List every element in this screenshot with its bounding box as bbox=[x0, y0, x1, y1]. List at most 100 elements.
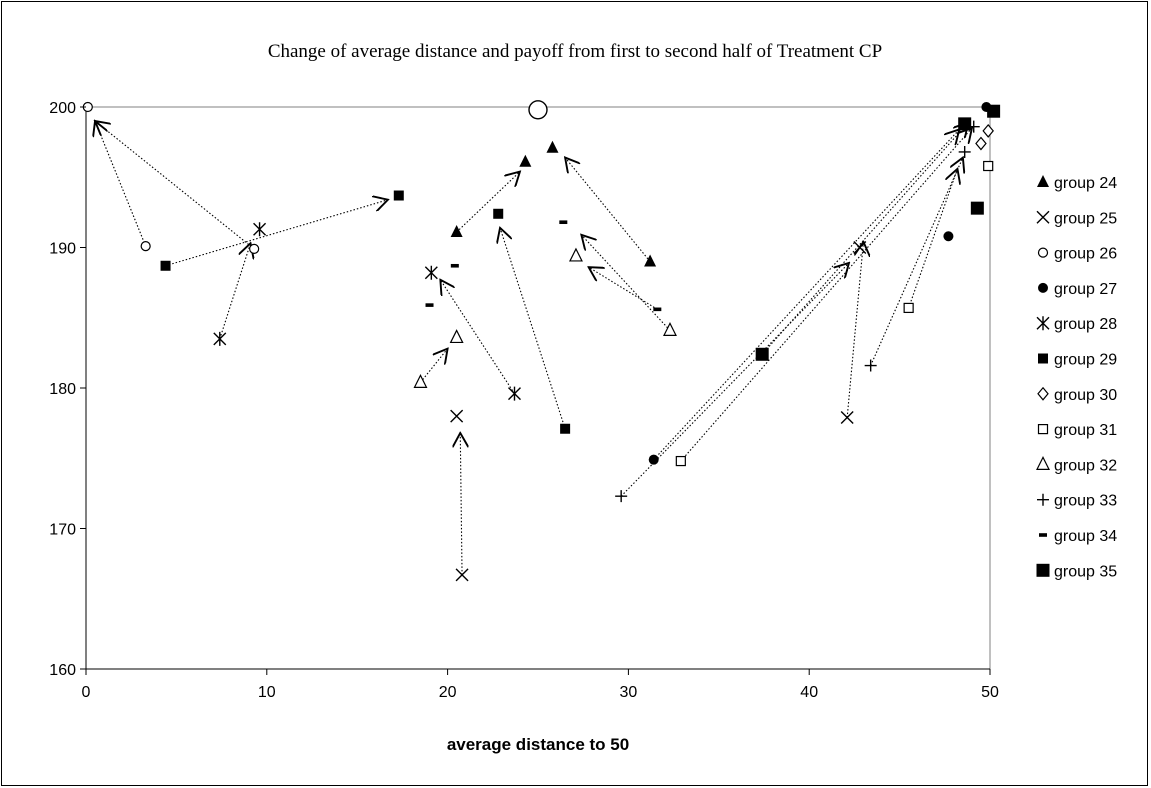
data-point-group-33 bbox=[864, 359, 877, 372]
data-point-group-26 bbox=[249, 243, 260, 255]
data-point-group-31 bbox=[675, 455, 686, 467]
legend-symbol bbox=[1036, 210, 1050, 224]
data-point-group-24 bbox=[519, 154, 532, 167]
data-point-group-34 bbox=[425, 303, 434, 307]
change-arrow bbox=[680, 128, 972, 462]
legend-item: group 29 bbox=[1038, 352, 1117, 369]
data-point-group-29 bbox=[493, 208, 504, 219]
data-point-group-30 bbox=[982, 123, 994, 138]
legend-label: group 34 bbox=[1054, 528, 1117, 545]
legend-label: group 33 bbox=[1054, 493, 1117, 510]
y-tick-label: 200 bbox=[49, 100, 76, 117]
data-point-group-33 bbox=[958, 145, 971, 158]
y-tick-label: 160 bbox=[49, 662, 76, 679]
legend-label: group 27 bbox=[1054, 281, 1117, 298]
data-point-group-35 bbox=[958, 117, 972, 131]
arrows-layer bbox=[95, 121, 972, 575]
data-point-group-32 bbox=[413, 374, 428, 388]
data-point-group-29 bbox=[160, 260, 171, 271]
points-layer bbox=[82, 100, 1001, 582]
plot-area bbox=[85, 106, 991, 670]
legend-item: group 27 bbox=[1038, 281, 1117, 298]
change-arrow bbox=[908, 169, 958, 309]
data-point-group-30 bbox=[975, 136, 987, 151]
legend-item: group 34 bbox=[1039, 528, 1117, 545]
change-arrow bbox=[420, 349, 447, 383]
y-tick-label: 190 bbox=[49, 241, 76, 258]
data-point-group-29 bbox=[560, 423, 571, 434]
legend-item: group 30 bbox=[1037, 386, 1117, 404]
data-point-group-35 bbox=[970, 201, 984, 215]
legend-label: group 32 bbox=[1054, 457, 1117, 474]
legend-symbol bbox=[1037, 424, 1049, 435]
change-arrow bbox=[219, 243, 251, 339]
legend-label: group 25 bbox=[1054, 210, 1117, 227]
legend-symbol bbox=[1037, 247, 1049, 258]
legend-symbol bbox=[1036, 456, 1050, 470]
change-arrow bbox=[440, 280, 515, 394]
legend-item: group 32 bbox=[1036, 456, 1117, 474]
legend-item: group 24 bbox=[1037, 175, 1117, 192]
data-point-group-28 bbox=[424, 265, 438, 280]
legend-symbol bbox=[1036, 316, 1050, 331]
legend-item: group 33 bbox=[1037, 493, 1117, 510]
legend-label: group 31 bbox=[1054, 422, 1117, 439]
data-point-group-26 bbox=[140, 240, 151, 252]
x-axis-title: average distance to 50 bbox=[447, 735, 629, 754]
change-arrow bbox=[95, 121, 147, 247]
data-point-group-28 bbox=[253, 222, 267, 237]
ticks-layer: 0 10 20 30 40 50 160 170 180 190 200 bbox=[49, 100, 999, 701]
change-arrow bbox=[460, 433, 462, 575]
data-point-group-25 bbox=[840, 411, 854, 424]
data-point-group-27 bbox=[648, 454, 659, 465]
change-arrow bbox=[761, 122, 968, 355]
data-point-group-32 bbox=[663, 322, 677, 336]
change-arrow bbox=[456, 172, 520, 233]
legend-item: group 28 bbox=[1036, 316, 1117, 333]
legend-label: group 26 bbox=[1054, 246, 1117, 263]
data-point-group-34 bbox=[653, 307, 662, 312]
legend-symbol bbox=[1038, 353, 1048, 364]
data-point-group-25 bbox=[455, 568, 469, 582]
x-tick-label: 0 bbox=[82, 684, 91, 701]
data-point-group-27 bbox=[943, 231, 954, 242]
x-tick-label: 30 bbox=[620, 684, 638, 701]
data-point-group-28 bbox=[508, 386, 521, 401]
legend-item: group 31 bbox=[1037, 422, 1117, 439]
change-arrow bbox=[870, 158, 963, 366]
data-point-group-25 bbox=[450, 409, 464, 423]
legend-item: group 35 bbox=[1036, 563, 1117, 580]
x-tick-label: 40 bbox=[800, 684, 818, 701]
legend-label: group 24 bbox=[1054, 175, 1117, 192]
change-arrow bbox=[653, 129, 960, 461]
change-arrow bbox=[165, 200, 388, 267]
legend-item: group 26 bbox=[1037, 246, 1117, 263]
data-point-group-33 bbox=[615, 490, 628, 503]
legend-label: group 30 bbox=[1054, 387, 1117, 404]
legend-label: group 29 bbox=[1054, 352, 1117, 369]
data-point-group-35 bbox=[755, 347, 769, 361]
data-point-group-32 bbox=[449, 329, 464, 344]
legend-label: group 28 bbox=[1054, 316, 1117, 333]
x-tick-label: 50 bbox=[981, 684, 999, 701]
data-point-group-31 bbox=[903, 302, 914, 314]
data-point-group-24 bbox=[546, 140, 559, 153]
change-arrow bbox=[846, 242, 863, 418]
x-tick-label: 20 bbox=[439, 684, 457, 701]
legend-symbol bbox=[1037, 386, 1049, 401]
legend-item: group 25 bbox=[1036, 210, 1117, 227]
data-point-group-35 bbox=[987, 104, 1001, 118]
legend-label: group 35 bbox=[1054, 563, 1117, 580]
data-point-group-24 bbox=[450, 225, 463, 238]
data-point-group-34 bbox=[450, 263, 459, 268]
y-tick-label: 180 bbox=[49, 381, 76, 398]
change-arrow bbox=[500, 228, 566, 429]
data-point-group-25 bbox=[853, 241, 867, 254]
data-point-group-29 bbox=[393, 190, 404, 201]
legend: group 24 group 25 group 26 group 27 group 28… bbox=[1036, 175, 1117, 580]
legend-symbol bbox=[1039, 533, 1047, 537]
legend-symbol bbox=[1037, 175, 1049, 187]
data-point-group-32 bbox=[568, 247, 583, 262]
data-point-group-24 bbox=[644, 254, 657, 267]
